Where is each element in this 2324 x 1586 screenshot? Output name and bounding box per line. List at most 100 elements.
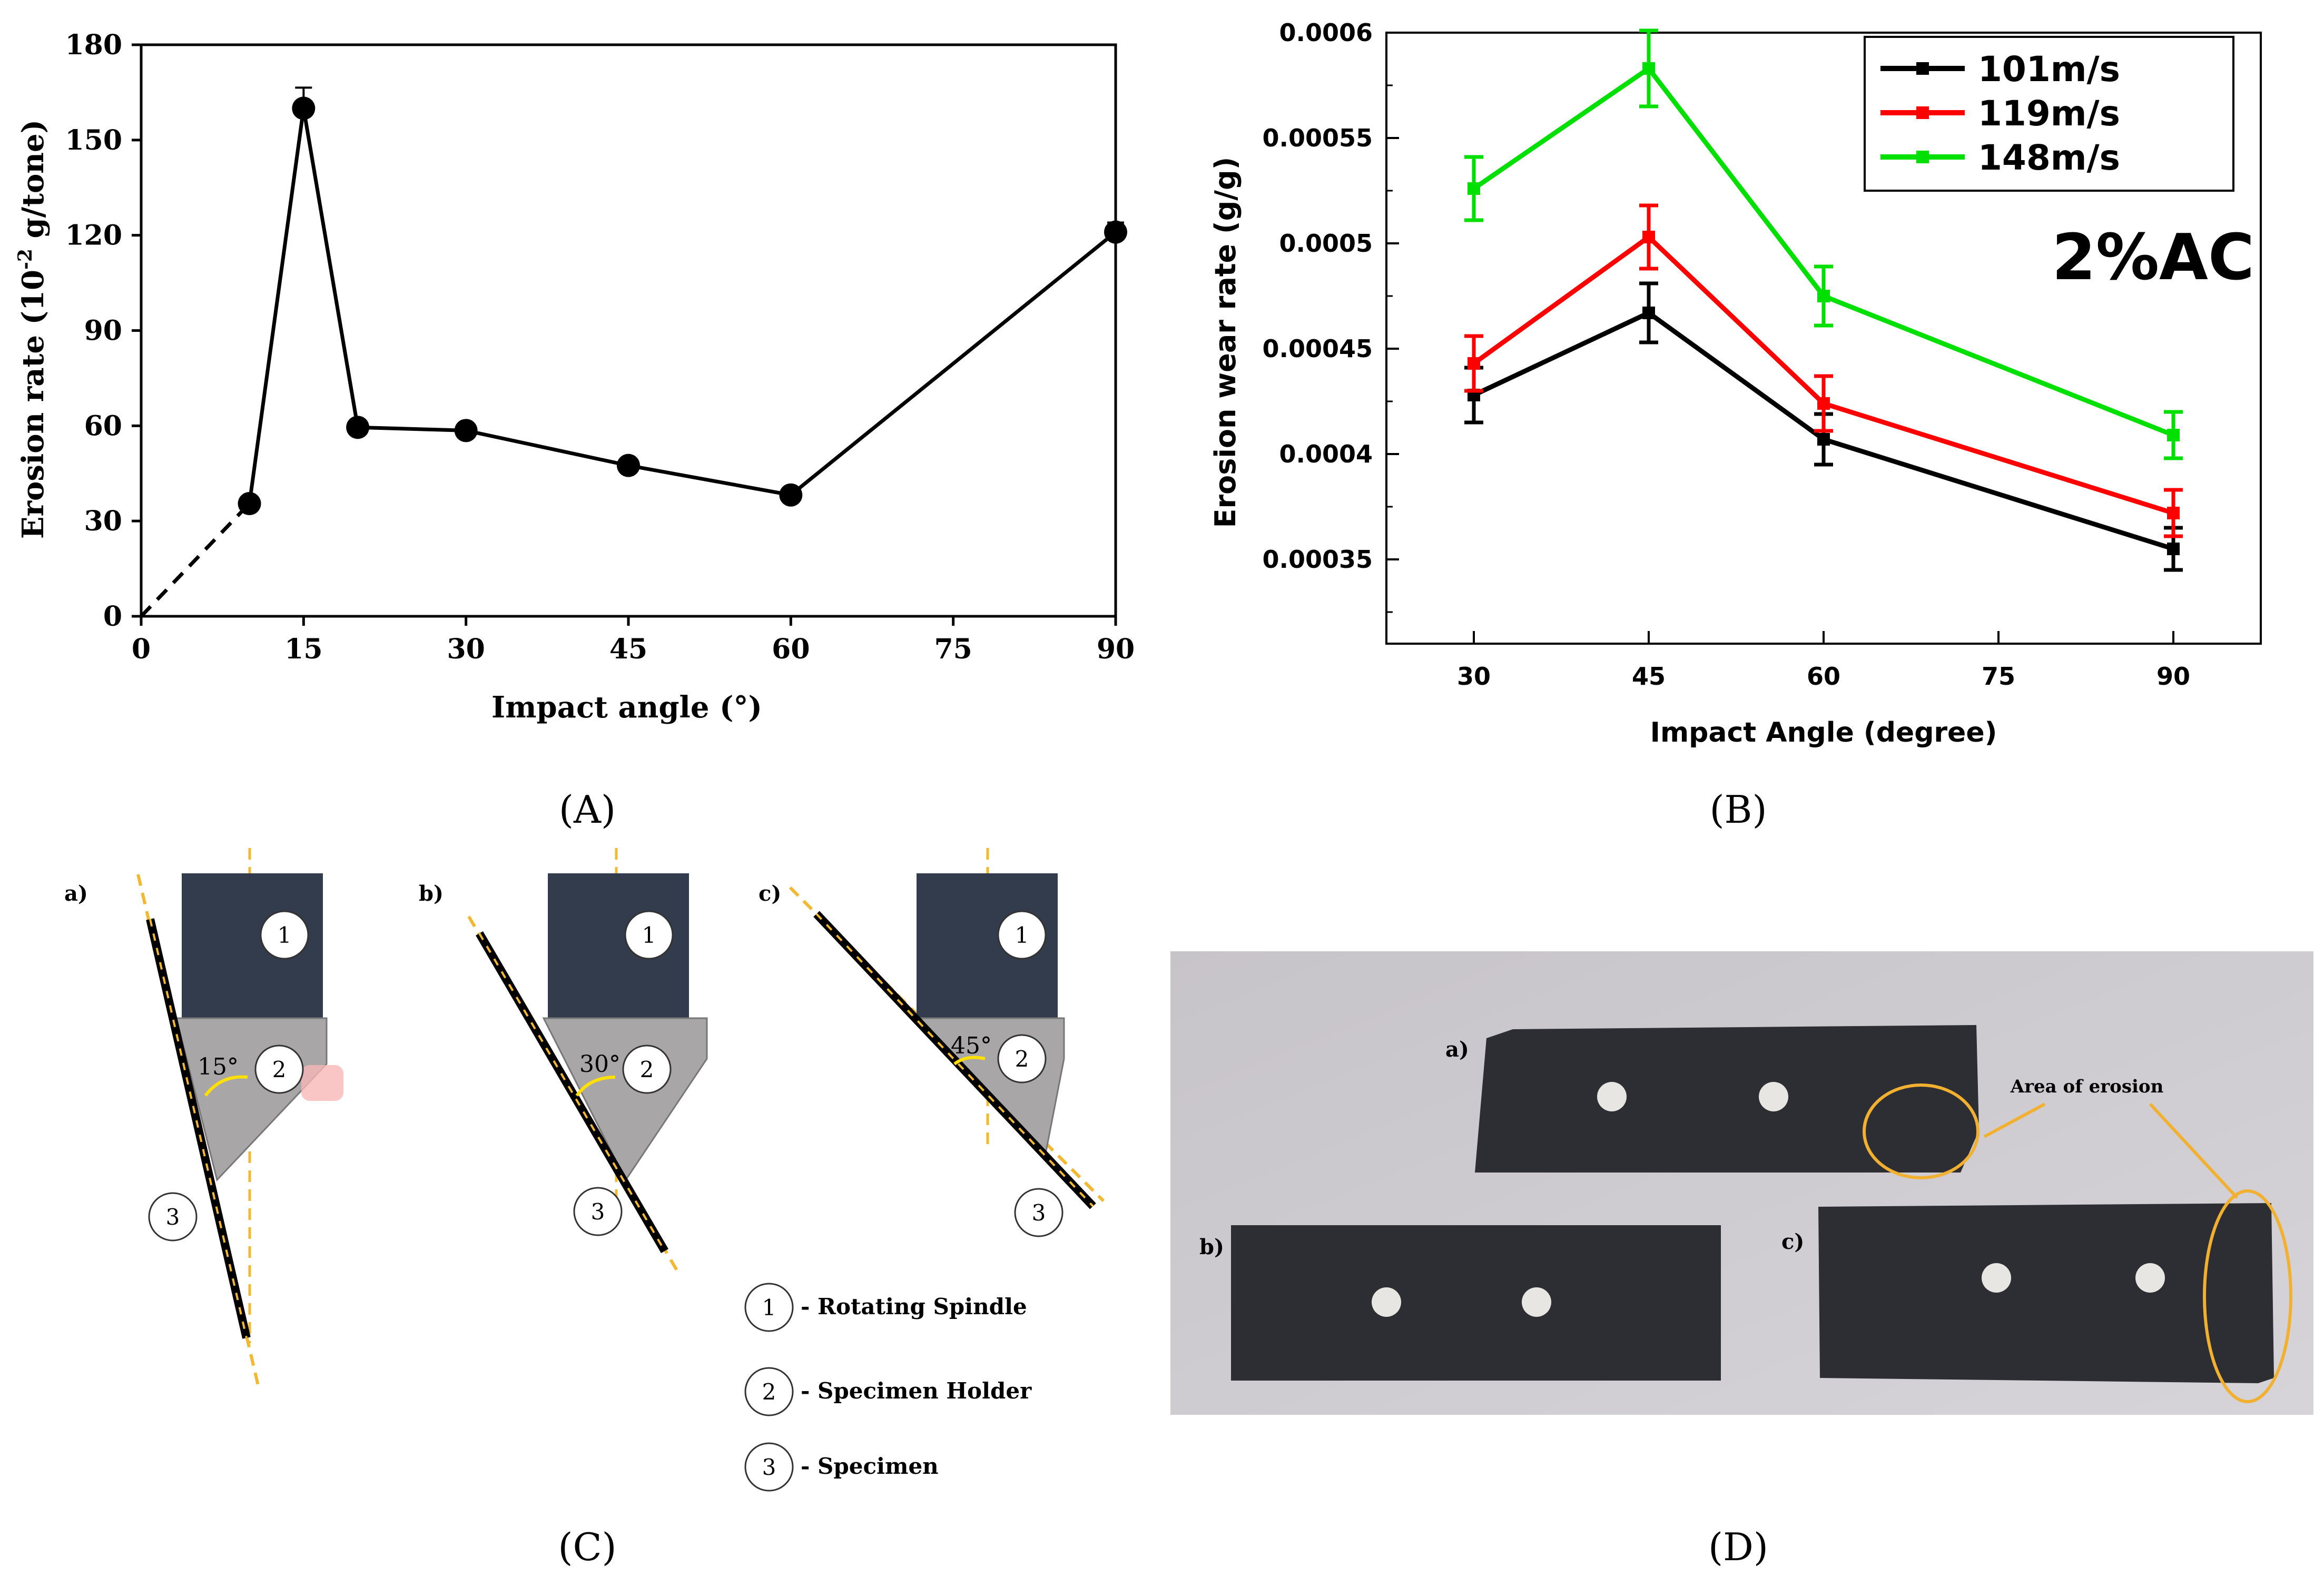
legend-marker (1916, 151, 1929, 163)
x-tick-label: 90 (1097, 633, 1135, 665)
marker-2-label: 2 (272, 1057, 287, 1082)
legend-marker (1916, 62, 1929, 75)
diagram-c: a) 15° 1 2 3 b) 30° (64, 848, 1105, 1492)
x-axis-title: Impact Angle (degree) (1650, 717, 1997, 748)
x-axis-title: Impact angle (°) (491, 690, 762, 725)
y-tick-label: 0.0005 (1279, 229, 1373, 258)
guide-line (789, 886, 1105, 1203)
chart-a: 0 30 60 90 120 150 180 0 15 30 45 60 75 90 Impact an… (14, 29, 1135, 725)
y-axis-title: Erosion rate (10-2 g/tone) (14, 120, 51, 539)
y-tick-label: 180 (65, 29, 122, 61)
y-tick-label: 120 (65, 220, 122, 252)
legend-label: 101m/s (1978, 49, 2120, 90)
sublabel-b: b) (419, 881, 444, 906)
caption-b: (B) (1709, 787, 1767, 832)
specimen-stripe (149, 919, 248, 1338)
y-tick-label: 0.00055 (1262, 124, 1373, 152)
marker-3-label: 3 (166, 1204, 180, 1230)
x-tick-label: 75 (1982, 662, 2015, 691)
caption-a: (A) (558, 787, 616, 832)
diagram-legend: 1 - Rotating Spindle 2 - Specimen Holder… (744, 1283, 1032, 1492)
legend-num-2: 2 (762, 1379, 776, 1405)
legend-specimen-holder: - Specimen Holder (801, 1378, 1032, 1404)
series-line (1472, 234, 2174, 516)
series-line (1472, 65, 2174, 438)
x-tick-label: 30 (1457, 662, 1491, 691)
caption-c: (C) (558, 1525, 617, 1569)
data-point (2167, 429, 2180, 441)
y-tick-label: 0.0006 (1279, 18, 1373, 47)
marker-2 (997, 1034, 1047, 1083)
angle-arrow (953, 1056, 986, 1066)
y-tick-label: 30 (84, 505, 122, 537)
annotation-arrow (2149, 1102, 2239, 1199)
x-tick-label: 45 (609, 633, 647, 665)
x-tick-label: 0 (132, 633, 151, 665)
legend-num-1: 1 (762, 1295, 776, 1321)
data-point (2167, 507, 2180, 519)
marker-2 (622, 1045, 672, 1094)
chart-b: 0.000350.00040.000450.00050.000550.0006 … (1209, 18, 2262, 748)
setup-45deg: c) 45° 1 2 3 (759, 848, 1105, 1237)
marker-2-label: 2 (640, 1057, 654, 1082)
data-point (1104, 220, 1127, 244)
specimen-holder (175, 1017, 328, 1182)
legend-label: 148m/s (1978, 137, 2120, 178)
series-119m/s (1464, 203, 2183, 538)
data-point (779, 483, 803, 507)
x-tick-label: 30 (447, 633, 485, 665)
specimen-holder (542, 1017, 708, 1181)
hole (1522, 1287, 1551, 1317)
annotation-arrow (1983, 1102, 2046, 1138)
specimen-b (1231, 1225, 1721, 1381)
data-point (1642, 62, 1655, 75)
data-point (1817, 397, 1830, 410)
series-line (1473, 310, 2174, 551)
marker-3-label: 3 (1032, 1200, 1046, 1226)
y-tick-label: 0.0004 (1279, 440, 1373, 468)
data-point (1642, 307, 1655, 319)
legend-label: 119m/s (1978, 93, 2120, 134)
data-point (1642, 231, 1655, 243)
data-point (238, 492, 261, 516)
photo-d: a) b) c) Area of erosion (1170, 951, 2313, 1415)
specimen (813, 911, 1096, 1209)
angle-label-30: 30° (579, 1051, 621, 1078)
x-tick-label: 75 (934, 633, 972, 665)
y-axis-title: Erosion wear rate (g/g) (1209, 157, 1242, 528)
plot-frame (140, 43, 1117, 618)
y-tick-label: 0.00045 (1262, 334, 1373, 363)
sublabel-b: b) (1199, 1235, 1224, 1259)
data-point (617, 454, 640, 477)
legend-num-3: 3 (762, 1454, 776, 1480)
specimen-stripe (478, 932, 666, 1252)
y-tick-label: 150 (65, 124, 122, 156)
marker-1-label: 1 (1015, 922, 1029, 948)
legend-marker (1916, 106, 1929, 119)
data-point (1468, 357, 1480, 370)
data-point (292, 96, 316, 120)
erosion-annotation: Area of erosion (2010, 1076, 2164, 1097)
highlight-marker (301, 1065, 343, 1101)
y-tick-label: 0 (103, 600, 122, 633)
specimen-c (1818, 1203, 2274, 1383)
legend-specimen: - Specimen (801, 1453, 939, 1479)
data-point (454, 419, 478, 442)
angle-arrow (575, 1076, 616, 1097)
extrapolation-line (140, 502, 251, 618)
series-148m/s (1464, 28, 2183, 460)
annotation-2pct-ac: 2%AC (2052, 221, 2254, 294)
hole (1759, 1082, 1788, 1111)
marker-1 (260, 910, 309, 960)
erosion-area-c (2203, 1189, 2292, 1403)
legend-marker-2 (744, 1367, 794, 1416)
marker-1-label: 1 (642, 922, 656, 948)
data-point (346, 416, 370, 439)
angle-arrow (204, 1075, 248, 1097)
hole (1597, 1082, 1627, 1111)
marker-1-label: 1 (278, 922, 292, 948)
angle-label-45: 45° (951, 1032, 992, 1059)
legend-rotating-spindle: - Rotating Spindle (801, 1294, 1027, 1319)
marker-3 (148, 1192, 198, 1242)
